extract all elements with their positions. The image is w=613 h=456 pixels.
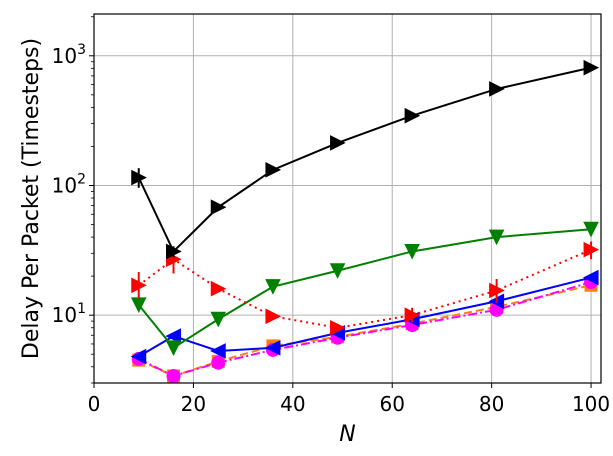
data-point xyxy=(404,307,421,323)
data-point xyxy=(330,135,346,151)
data-point xyxy=(404,107,421,124)
data-point xyxy=(131,169,147,186)
x-axis: 0 20 40 60 80 100 xyxy=(88,383,610,416)
grid xyxy=(93,14,601,383)
y-axis-label: Delay Per Packet (Timesteps) xyxy=(19,38,44,359)
x-tick-label: 60 xyxy=(380,392,405,416)
data-point xyxy=(210,280,227,297)
series-layer xyxy=(130,59,600,383)
data-point xyxy=(265,308,282,325)
data-point xyxy=(264,340,281,356)
data-point xyxy=(131,277,147,294)
x-tick-label: 20 xyxy=(181,392,206,416)
data-point xyxy=(583,59,600,76)
data-point xyxy=(210,199,227,216)
series-line xyxy=(138,281,592,378)
data-point xyxy=(404,243,420,260)
series-4 xyxy=(131,241,600,336)
data-point xyxy=(265,279,281,295)
x-axis-label: N xyxy=(339,422,355,447)
series-line xyxy=(137,66,592,254)
series-line xyxy=(137,228,592,350)
y-tick-label: 102 xyxy=(52,171,86,197)
x-tick-label: 80 xyxy=(479,392,504,416)
data-point xyxy=(489,81,505,97)
data-point xyxy=(130,348,147,365)
y-axis: 101 102 103 xyxy=(52,16,94,384)
data-point xyxy=(165,328,182,344)
x-tick-label: 100 xyxy=(572,392,610,416)
data-point xyxy=(330,319,346,336)
data-point xyxy=(582,269,599,286)
series-3 xyxy=(130,221,599,356)
data-point xyxy=(166,368,181,383)
y-tick-label: 103 xyxy=(52,42,86,68)
data-point xyxy=(166,243,182,260)
data-point xyxy=(583,221,599,238)
data-point xyxy=(210,343,226,359)
y-tick-label: 101 xyxy=(52,301,86,327)
data-point xyxy=(211,355,226,370)
plot-frame xyxy=(93,13,602,384)
data-point xyxy=(488,229,505,246)
data-point xyxy=(329,263,346,279)
series-5 xyxy=(131,59,600,260)
data-point xyxy=(489,282,505,299)
x-tick-label: 40 xyxy=(280,392,305,416)
data-point xyxy=(583,241,600,258)
x-tick-label: 0 xyxy=(88,392,101,416)
data-point xyxy=(210,311,227,328)
series-line xyxy=(138,248,592,329)
data-point xyxy=(265,162,282,178)
data-point xyxy=(165,340,182,356)
